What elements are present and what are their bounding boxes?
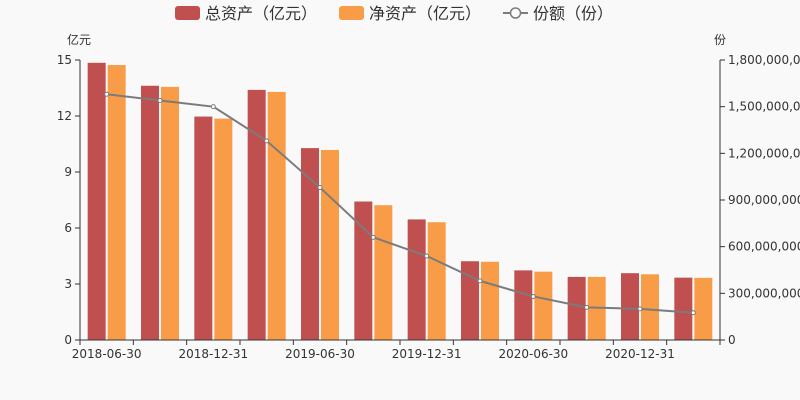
bar-total-2019-03-31 bbox=[247, 89, 266, 340]
bar-total-2019-12-31 bbox=[407, 219, 426, 340]
legend-item-1: 净资产（亿元） bbox=[339, 4, 481, 23]
right-tick-label-0: 0 bbox=[728, 333, 736, 347]
right-axis-unit: 份 bbox=[714, 33, 726, 47]
bar-net-2019-12-31 bbox=[427, 222, 446, 340]
right-tick-label-1,200,000,000: 1,200,000,000 bbox=[728, 146, 800, 160]
share-point-2020-06-30 bbox=[530, 293, 536, 299]
bar-total-2018-12-31 bbox=[194, 116, 213, 340]
bar-total-2020-06-30 bbox=[514, 270, 533, 340]
left-tick-label-12: 12 bbox=[57, 109, 72, 123]
legend-swatch-0 bbox=[175, 6, 200, 20]
bar-total-2019-06-30 bbox=[301, 148, 319, 340]
bar-total-2018-09-30 bbox=[141, 85, 159, 340]
legend-item-2: 份额（份） bbox=[503, 4, 613, 23]
left-tick-label-6: 6 bbox=[64, 221, 72, 235]
legend-swatch-1 bbox=[339, 6, 364, 20]
share-point-2020-09-30 bbox=[584, 304, 590, 310]
legend-label-2: 份额（份） bbox=[533, 4, 613, 23]
share-line bbox=[104, 91, 696, 316]
share-point-2021-03-31 bbox=[690, 310, 696, 316]
share-point-2020-12-31 bbox=[637, 306, 643, 312]
share-point-2019-06-30 bbox=[317, 185, 323, 191]
bar-total-2020-09-30 bbox=[567, 276, 586, 340]
share-point-2018-09-30 bbox=[157, 97, 163, 103]
bar-net-2020-06-30 bbox=[534, 271, 553, 340]
legend-item-0: 总资产（亿元） bbox=[175, 4, 317, 23]
left-tick-label-0: 0 bbox=[64, 333, 72, 347]
bar-total-2019-09-30 bbox=[354, 201, 373, 340]
axes: 0 3 6 9 12 15 0 300,000,000 600,000,000 900,000,0… bbox=[57, 53, 800, 361]
left-axis-unit: 亿元 bbox=[67, 32, 91, 47]
bar-net-2020-03-31 bbox=[481, 261, 499, 340]
right-tick-label-600,000,000: 600,000,000 bbox=[728, 240, 800, 254]
bar-net-2018-09-30 bbox=[161, 86, 179, 340]
share-point-2018-06-30 bbox=[104, 91, 110, 97]
right-tick-label-1,500,000,000: 1,500,000,000 bbox=[728, 100, 800, 114]
legend-label-0: 总资产（亿元） bbox=[205, 4, 317, 23]
share-point-2019-12-31 bbox=[424, 253, 430, 259]
bar-net-2018-12-31 bbox=[214, 118, 233, 340]
share-point-2020-03-31 bbox=[477, 278, 483, 284]
bars bbox=[87, 62, 713, 341]
right-tick-label-900,000,000: 900,000,000 bbox=[728, 193, 800, 207]
bar-total-2021-03-31 bbox=[674, 277, 693, 340]
legend: 总资产（亿元） 净资产（亿元） 份额（份） bbox=[175, 4, 613, 23]
left-tick-label-3: 3 bbox=[64, 277, 72, 291]
x-tick-label-2020-06-30: 2020-06-30 bbox=[498, 347, 568, 361]
share-point-2019-09-30 bbox=[370, 234, 376, 240]
share-line-path bbox=[106, 93, 694, 314]
legend-marker-2 bbox=[509, 7, 522, 19]
bar-total-2020-03-31 bbox=[461, 261, 479, 340]
right-tick-label-1,800,000,000: 1,800,000,000 bbox=[728, 53, 800, 67]
bar-total-2018-06-30 bbox=[87, 62, 106, 341]
x-tick-label-2019-06-30: 2019-06-30 bbox=[285, 347, 355, 361]
bar-net-2019-06-30 bbox=[321, 149, 339, 340]
x-tick-label-2018-12-31: 2018-12-31 bbox=[178, 347, 248, 361]
bar-net-2021-03-31 bbox=[694, 277, 713, 340]
x-tick-label-2018-06-30: 2018-06-30 bbox=[72, 347, 142, 361]
x-tick-label-2020-12-31: 2020-12-31 bbox=[605, 347, 675, 361]
bar-net-2018-06-30 bbox=[107, 65, 126, 340]
left-tick-label-9: 9 bbox=[64, 165, 72, 179]
left-tick-label-15: 15 bbox=[57, 53, 72, 67]
bar-total-2020-12-31 bbox=[621, 273, 639, 340]
share-point-2018-12-31 bbox=[210, 104, 216, 110]
legend-label-1: 净资产（亿元） bbox=[369, 4, 481, 23]
x-tick-label-2019-12-31: 2019-12-31 bbox=[392, 347, 462, 361]
bar-net-2020-12-31 bbox=[641, 274, 659, 340]
share-point-2019-03-31 bbox=[264, 138, 270, 144]
bar-net-2019-03-31 bbox=[267, 91, 286, 340]
bar-net-2019-09-30 bbox=[374, 205, 393, 340]
right-tick-label-300,000,000: 300,000,000 bbox=[728, 286, 800, 300]
